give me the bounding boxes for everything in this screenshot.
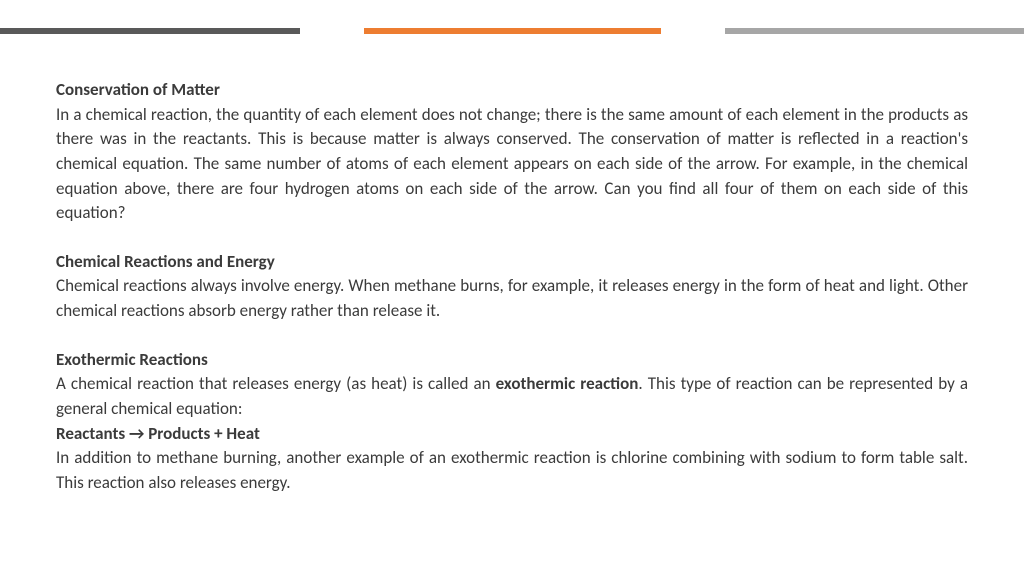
heading-energy: Chemical Reactions and Energy [56, 250, 968, 275]
exothermic-equation: Reactants → Products + Heat [56, 422, 968, 447]
bar-segment-orange [364, 28, 661, 34]
bar-segment-gap1 [300, 28, 364, 34]
bar-segment-gray [725, 28, 1024, 34]
heading-conservation: Conservation of Matter [56, 78, 968, 103]
bar-segment-dark [0, 28, 300, 34]
body-exothermic-1: A chemical reaction that releases energy… [56, 372, 968, 421]
heading-exothermic: Exothermic Reactions [56, 348, 968, 373]
bar-segment-gap2 [661, 28, 725, 34]
body-energy: Chemical reactions always involve energy… [56, 274, 968, 323]
exo-bold-term: exothermic reaction [496, 373, 639, 394]
section-energy: Chemical Reactions and Energy Chemical r… [56, 250, 968, 324]
body-exothermic-2: In addition to methane burning, another … [56, 446, 968, 495]
body-conservation: In a chemical reaction, the quantity of … [56, 103, 968, 226]
slide-content: Conservation of Matter In a chemical rea… [56, 78, 968, 496]
exo-pre: A chemical reaction that releases energy… [56, 373, 496, 394]
section-conservation: Conservation of Matter In a chemical rea… [56, 78, 968, 226]
section-exothermic: Exothermic Reactions A chemical reaction… [56, 348, 968, 496]
decorative-top-bar [0, 28, 1024, 34]
